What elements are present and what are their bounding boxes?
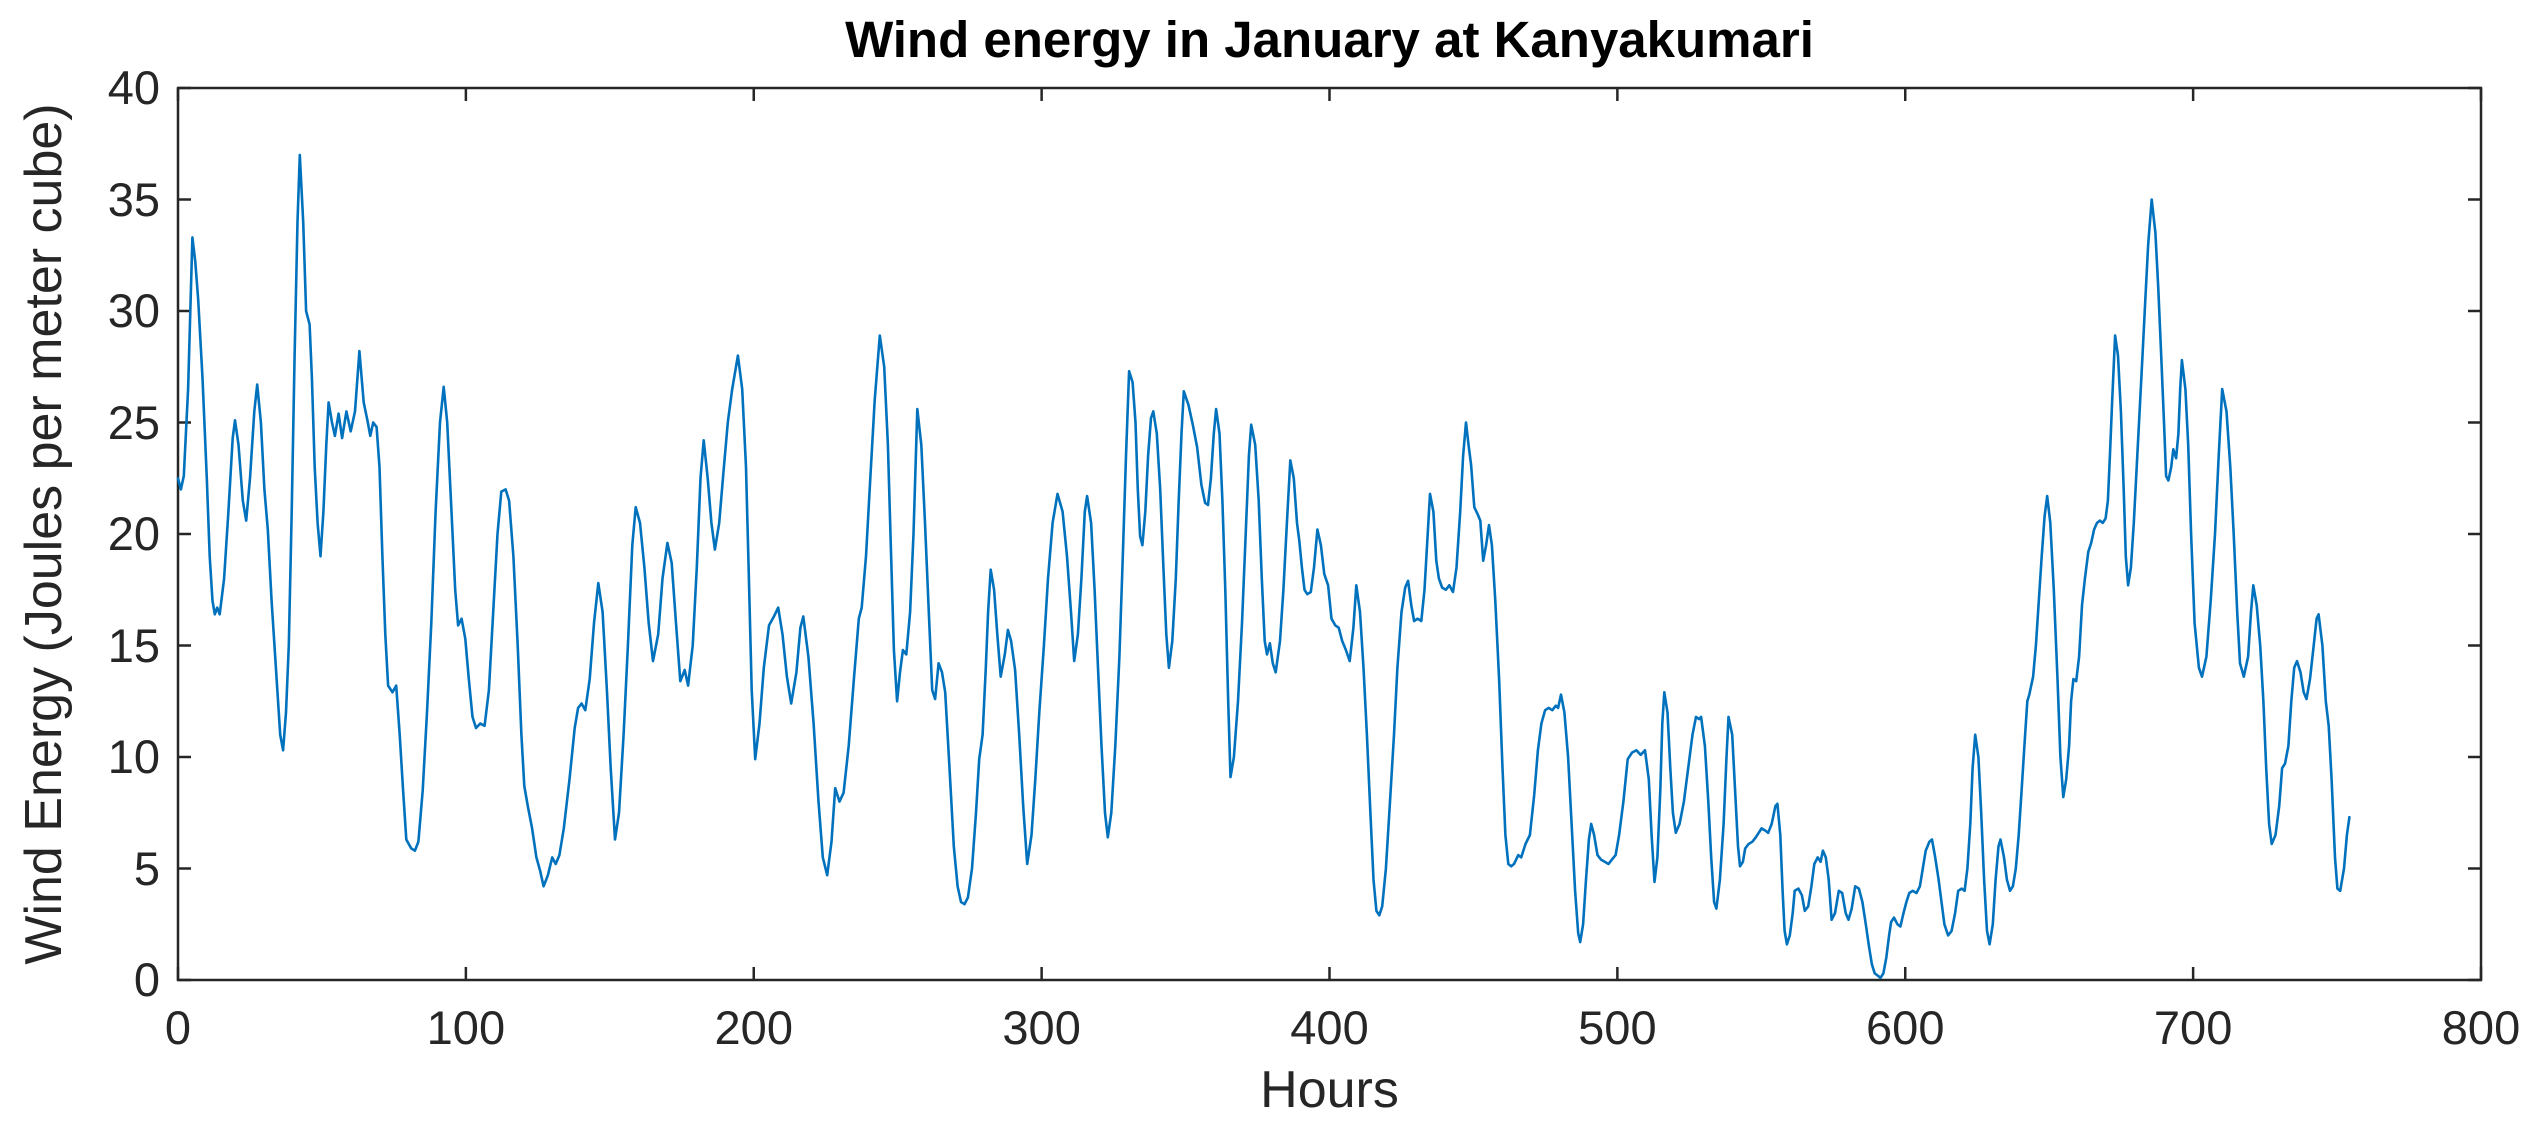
x-tick-label: 500 <box>1578 1001 1657 1054</box>
y-tick-label: 40 <box>107 61 160 114</box>
y-tick-label: 0 <box>133 953 160 1006</box>
chart-title: Wind energy in January at Kanyakumari <box>845 11 1814 68</box>
x-tick-label: 700 <box>2153 1001 2233 1054</box>
x-tick-label: 100 <box>426 1001 506 1054</box>
x-axis-label: Hours <box>1260 1061 1399 1119</box>
x-tick-label: 200 <box>714 1001 793 1054</box>
y-tick-label: 10 <box>107 730 160 783</box>
axes-box <box>176 86 2483 982</box>
y-tick-label: 5 <box>133 841 160 895</box>
x-tick-label: 300 <box>1002 1001 1081 1054</box>
y-tick-label: 30 <box>107 284 160 337</box>
x-tick-label: 800 <box>2441 1001 2521 1054</box>
y-tick-label: 20 <box>107 507 160 560</box>
y-tick-label: 35 <box>107 172 160 226</box>
series-line-wind-energy <box>176 153 2351 980</box>
x-tick-label: 600 <box>1866 1001 1945 1054</box>
y-tick-label: 25 <box>107 395 160 449</box>
y-tick-label: 15 <box>107 618 160 672</box>
x-tick-label: 400 <box>1290 1001 1369 1054</box>
x-tick-label: 0 <box>164 1001 192 1054</box>
